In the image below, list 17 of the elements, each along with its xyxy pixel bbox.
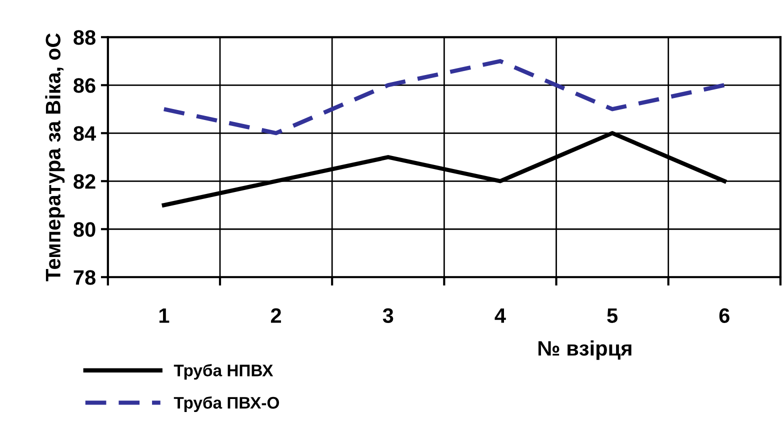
legend-label: Труба ПВХ-О [174,396,280,412]
y-tick-label: 82 [74,174,96,189]
y-tick-label: 84 [74,126,96,141]
y-axis-title: Температура за Віка, оС [45,33,65,282]
line-series [162,59,726,136]
x-tick-label: 5 [607,308,618,323]
x-axis-title: № взірця [538,340,632,360]
y-tick-label: 86 [74,78,96,93]
x-tick-label: 1 [159,308,170,323]
x-tick-label: 3 [382,308,394,324]
x-tick-label: 4 [494,308,506,323]
x-tick-label: 6 [719,308,730,323]
y-tick-label: 80 [74,222,96,237]
y-tick-label: 78 [74,270,96,285]
y-tick-label: 88 [74,30,96,45]
legend-label: Труба НПВХ [174,364,274,380]
x-tick-label: 2 [270,308,282,323]
